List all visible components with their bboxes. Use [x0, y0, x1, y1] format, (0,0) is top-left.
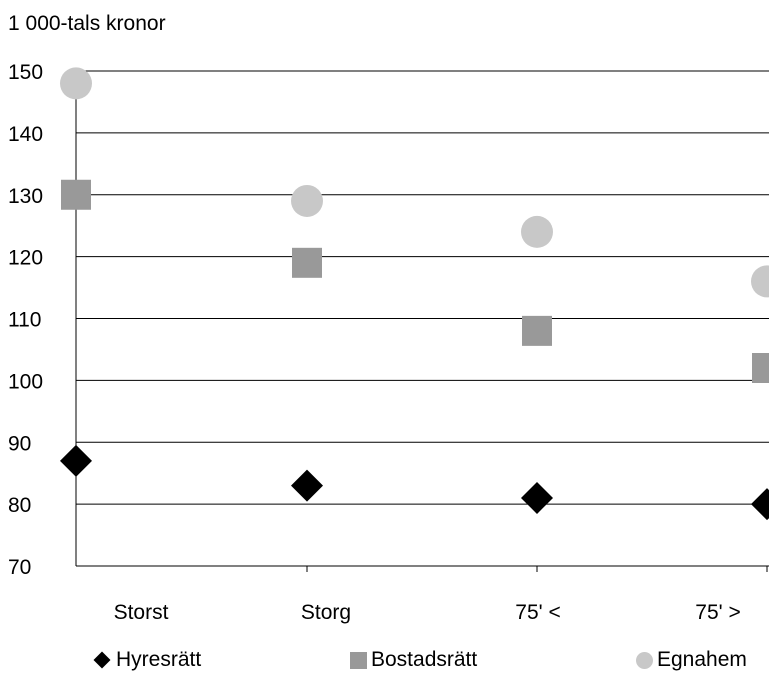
data-point-egnahem	[751, 265, 769, 298]
data-point-bostadsratt	[522, 315, 552, 346]
y-tick-label: 130	[8, 185, 43, 208]
circle-marker-icon	[636, 651, 653, 669]
x-tick-label: 75' <	[515, 601, 560, 624]
diamond-marker-icon	[93, 651, 111, 669]
x-tick-label: Storst	[114, 601, 169, 624]
gridlines	[76, 70, 769, 505]
square-marker-icon	[350, 651, 367, 669]
y-tick-label: 140	[8, 123, 43, 146]
y-tick-labels: 70 80 90 100 110 120 130 140 150	[8, 61, 43, 579]
x-tick-label: Storg	[301, 601, 351, 624]
data-point-hyresratt	[751, 488, 769, 521]
y-axis-unit-label: 1 000-tals kronor	[8, 12, 166, 35]
data-point-hyresratt	[521, 481, 553, 514]
data-points	[60, 67, 769, 521]
y-tick-label: 120	[8, 247, 43, 270]
legend-label-hyresratt: Hyresrätt	[116, 648, 202, 671]
data-point-hyresratt	[291, 469, 323, 502]
y-tick-label: 100	[8, 370, 43, 393]
scatter-chart: 70 80 90 100 110 120 130 140 150 Storst Storg 75' …	[8, 61, 769, 624]
legend: Hyresrätt Bostadsrätt Egnahem	[0, 648, 769, 678]
data-point-egnahem	[60, 67, 92, 100]
data-point-bostadsratt	[752, 353, 769, 383]
y-tick-label: 80	[8, 494, 31, 517]
legend-item-egnahem: Egnahem	[636, 648, 747, 672]
data-point-hyresratt	[60, 444, 92, 477]
legend-label-bostadsratt: Bostadsrätt	[371, 648, 478, 671]
y-tick-label: 110	[8, 309, 41, 332]
x-tick-label: 75' >	[695, 601, 740, 624]
legend-item-hyresratt: Hyresrätt	[92, 648, 201, 672]
x-tick-labels: Storst Storg 75' < 75' >	[114, 601, 741, 624]
data-point-egnahem	[291, 184, 323, 217]
legend-item-bostadsratt: Bostadsrätt	[350, 648, 477, 672]
y-tick-label: 90	[8, 432, 31, 455]
data-point-bostadsratt	[292, 247, 322, 278]
y-tick-label: 70	[8, 556, 31, 579]
y-tick-label: 150	[8, 61, 43, 84]
legend-label-egnahem: Egnahem	[657, 648, 747, 671]
axes	[75, 71, 769, 572]
data-point-bostadsratt	[61, 179, 91, 210]
data-point-egnahem	[521, 215, 553, 248]
